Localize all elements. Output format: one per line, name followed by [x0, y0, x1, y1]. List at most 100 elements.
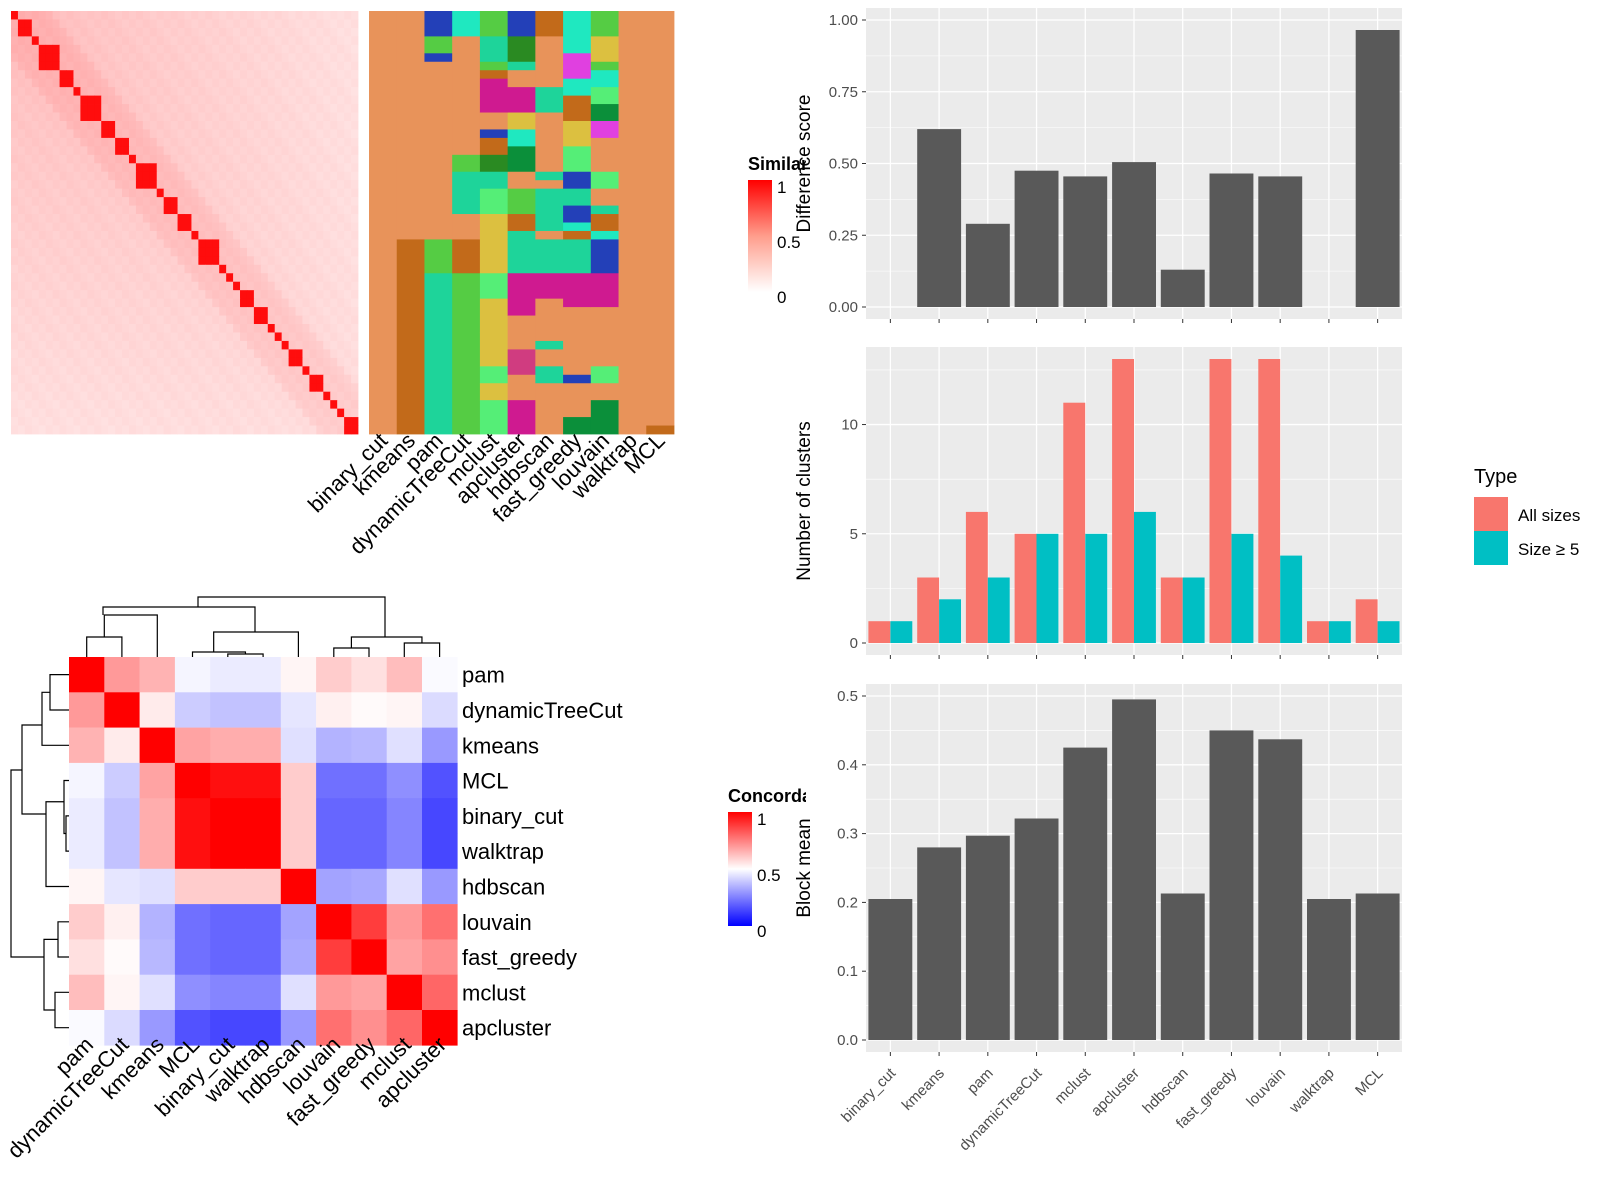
similarity-cell [122, 70, 130, 80]
similarity-cell [122, 197, 130, 206]
similarity-cell [302, 171, 310, 181]
dendrogram-branch [63, 779, 69, 835]
similarity-cell [233, 78, 241, 88]
similarity-cell [274, 44, 283, 54]
similarity-cell [101, 27, 109, 37]
similarity-cell [101, 425, 109, 435]
y-tick-label: 0.00 [829, 299, 858, 316]
similarity-cell [233, 87, 241, 96]
similarity-cell [94, 349, 102, 359]
similarity-cell [226, 146, 234, 156]
similarity-cell [66, 417, 74, 426]
similarity-cell [156, 180, 165, 190]
similarity-cell [240, 188, 248, 198]
similarity-cell [260, 298, 269, 308]
similarity-cell [31, 104, 40, 113]
similarity-cell [253, 374, 262, 384]
dendrogram-branch [86, 636, 123, 657]
similarity-cell [52, 188, 60, 198]
similarity-legend-tick: 1 [777, 178, 786, 197]
similarity-cell [170, 188, 178, 198]
similarity-cell [240, 104, 248, 113]
concordance-cell [351, 727, 387, 764]
similarity-cell [87, 11, 95, 20]
similarity-cell [198, 366, 206, 376]
similarity-cell [344, 273, 352, 283]
similarity-cell [281, 171, 289, 181]
similarity-cell [323, 129, 331, 139]
concordance-cell [316, 657, 352, 693]
similarity-cell [330, 408, 338, 418]
similarity-cell [191, 120, 199, 130]
similarity-cell [17, 256, 26, 266]
similarity-cell [281, 87, 289, 96]
similarity-cell [177, 324, 185, 333]
concordance-cell [210, 657, 246, 693]
similarity-cell [240, 44, 248, 54]
similarity-cell [115, 163, 123, 173]
similarity-cell [170, 129, 178, 139]
similarity-cell [233, 281, 241, 291]
similarity-cell [128, 163, 137, 173]
similarity-cell [101, 11, 109, 20]
similarity-cell [80, 171, 88, 181]
similarity-cell [101, 104, 109, 113]
similarity-cell [281, 324, 289, 333]
similarity-cell [191, 61, 199, 71]
similarity-cell [330, 290, 338, 300]
similarity-cell [24, 154, 33, 164]
concordance-row-label: fast_greedy [462, 945, 577, 970]
similarity-cell [31, 383, 40, 393]
similarity-cell [80, 383, 88, 393]
similarity-cell [135, 129, 144, 139]
similarity-cell [142, 11, 151, 20]
similarity-cell [128, 129, 137, 139]
bar [1209, 730, 1254, 1040]
similarity-cell [198, 408, 206, 418]
similarity-cell [128, 400, 137, 410]
similarity-cell [330, 163, 338, 173]
similarity-cell [38, 383, 47, 393]
concordance-cell [139, 974, 176, 1011]
similarity-cell [205, 290, 213, 300]
concordance-cell [104, 727, 140, 764]
similarity-cell [330, 374, 338, 384]
similarity-cell [31, 61, 40, 71]
similarity-cell [45, 332, 54, 342]
concordance-cell [69, 657, 105, 693]
similarity-cell [17, 70, 26, 80]
similarity-cell [281, 11, 289, 20]
similarity-cell [351, 400, 359, 410]
similarity-cell [233, 171, 241, 181]
similarity-cell [52, 408, 60, 418]
similarity-cell [281, 307, 289, 316]
similarity-cell [156, 307, 165, 316]
similarity-cell [122, 349, 130, 359]
similarity-cell [226, 340, 234, 350]
similarity-cell [128, 239, 137, 249]
similarity-cell [323, 205, 331, 215]
similarity-cell [337, 137, 345, 147]
similarity-cell [45, 298, 54, 308]
y-tick-label: 0.5 [837, 688, 858, 705]
similarity-cell [344, 239, 352, 249]
similarity-cell [184, 188, 192, 198]
similarity-cell [11, 95, 19, 105]
similarity-cell [115, 70, 123, 80]
concordance-cell [210, 904, 246, 940]
similarity-cell [108, 417, 116, 426]
similarity-cell [115, 298, 123, 308]
similarity-cell [219, 205, 227, 215]
similarity-cell [219, 19, 227, 29]
similarity-cell [260, 27, 269, 37]
similarity-cell [17, 163, 26, 173]
similarity-cell [38, 332, 47, 342]
similarity-cell [288, 400, 296, 410]
similarity-cell [142, 349, 151, 359]
similarity-cell [246, 205, 255, 215]
similarity-cell [344, 70, 352, 80]
similarity-cell [156, 129, 165, 139]
bar [917, 847, 962, 1040]
dendrogram-branch [213, 631, 299, 657]
